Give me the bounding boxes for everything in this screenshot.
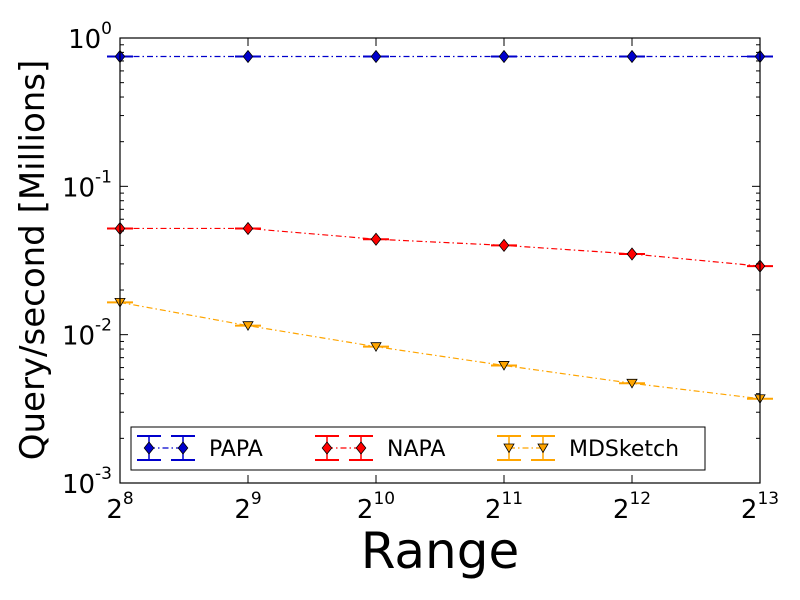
tick-labels: 28 29 210 211 212 213 100 10-1 10-2 10-3 xyxy=(62,19,779,525)
data-point-mdsketch xyxy=(626,378,638,389)
legend: PAPA NAPA MDSketch xyxy=(130,426,706,471)
legend-marker-papa xyxy=(177,441,189,455)
legend-label-papa: PAPA xyxy=(209,437,263,462)
series-line-mdsketch xyxy=(119,301,761,400)
legend-box xyxy=(130,426,706,471)
data-point-napa xyxy=(242,221,254,236)
data-point-papa xyxy=(626,49,638,64)
data-point-papa xyxy=(242,49,254,64)
data-point-napa xyxy=(370,232,382,246)
x-tick-label: 212 xyxy=(613,489,651,525)
x-tick-label: 213 xyxy=(741,489,779,525)
y-tick-label: 10-2 xyxy=(62,316,112,352)
legend-entry-papa: PAPA xyxy=(137,435,263,462)
data-point-napa xyxy=(626,247,638,261)
x-tick-label: 211 xyxy=(485,489,523,525)
legend-entry-mdsketch: MDSketch xyxy=(497,435,679,462)
legend-label-napa: NAPA xyxy=(387,437,445,462)
y-tick-label: 10-3 xyxy=(62,464,112,500)
series-papa xyxy=(107,49,773,64)
data-point-napa xyxy=(498,238,510,253)
y-axis-label: Query/second [Millions] xyxy=(13,60,53,461)
plot-area xyxy=(120,38,760,483)
legend-marker-mdsketch xyxy=(537,443,549,454)
legend-marker-napa xyxy=(321,441,333,455)
plot-frame xyxy=(119,37,761,484)
x-axis-label: Range xyxy=(361,522,519,580)
data-point-papa xyxy=(370,49,382,64)
legend-marker-papa xyxy=(143,441,155,455)
x-tick-label: 29 xyxy=(234,489,261,525)
y-tick-label: 100 xyxy=(68,19,112,55)
data-point-mdsketch xyxy=(370,342,382,352)
x-tick-label: 28 xyxy=(106,489,133,525)
data-point-papa xyxy=(498,49,510,64)
legend-marker-mdsketch xyxy=(503,443,515,454)
legend-marker-napa xyxy=(355,441,367,455)
y-tick-label: 10-1 xyxy=(62,167,112,203)
legend-label-mdsketch: MDSketch xyxy=(569,437,679,462)
data-point-mdsketch xyxy=(242,321,254,331)
series-line-napa xyxy=(120,227,761,267)
legend-entry-napa: NAPA xyxy=(315,435,445,462)
x-tick-label: 210 xyxy=(357,489,395,525)
data-point-mdsketch xyxy=(498,361,510,371)
